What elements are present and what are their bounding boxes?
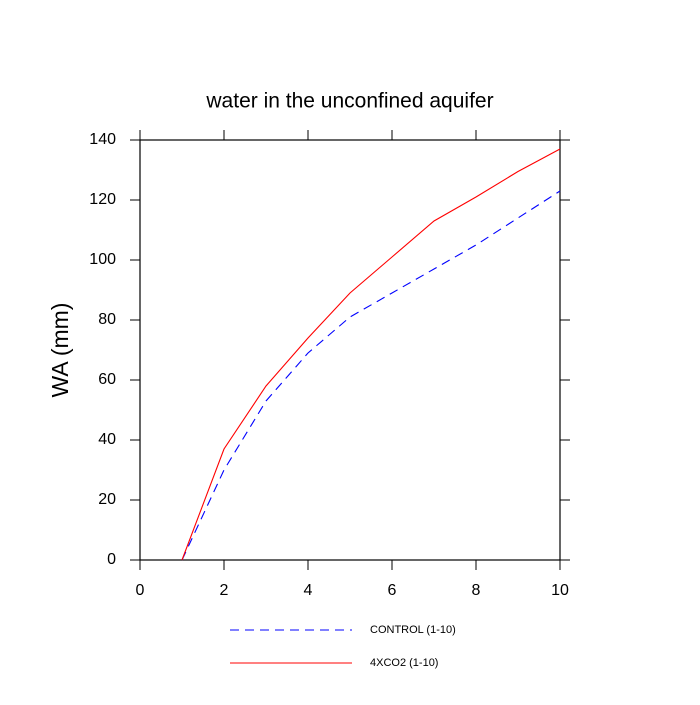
x-tick-label: 0 <box>136 582 145 599</box>
series-line <box>181 190 561 561</box>
legend-label: CONTROL (1-10) <box>370 624 456 636</box>
y-tick-label: 0 <box>107 551 116 568</box>
x-tick-label: 6 <box>388 582 397 599</box>
y-tick-label: 60 <box>98 371 116 388</box>
y-tick-label: 20 <box>98 491 116 508</box>
chart-title: water in the unconfined aquifer <box>205 90 493 113</box>
x-tick-label: 10 <box>551 582 569 599</box>
x-tick-label: 8 <box>472 582 481 599</box>
y-axis-label: WA (mm) <box>47 303 73 398</box>
y-tick-label: 40 <box>98 431 116 448</box>
x-tick-label: 2 <box>220 582 229 599</box>
legend-label: 4XCO2 (1-10) <box>370 657 438 669</box>
x-tick-label: 4 <box>304 582 313 599</box>
y-tick-label: 100 <box>89 251 116 268</box>
y-tick-label: 80 <box>98 311 116 328</box>
plot-frame <box>139 139 561 561</box>
series-line <box>181 148 561 561</box>
y-tick-label: 140 <box>89 131 116 148</box>
y-tick-label: 120 <box>89 191 116 208</box>
